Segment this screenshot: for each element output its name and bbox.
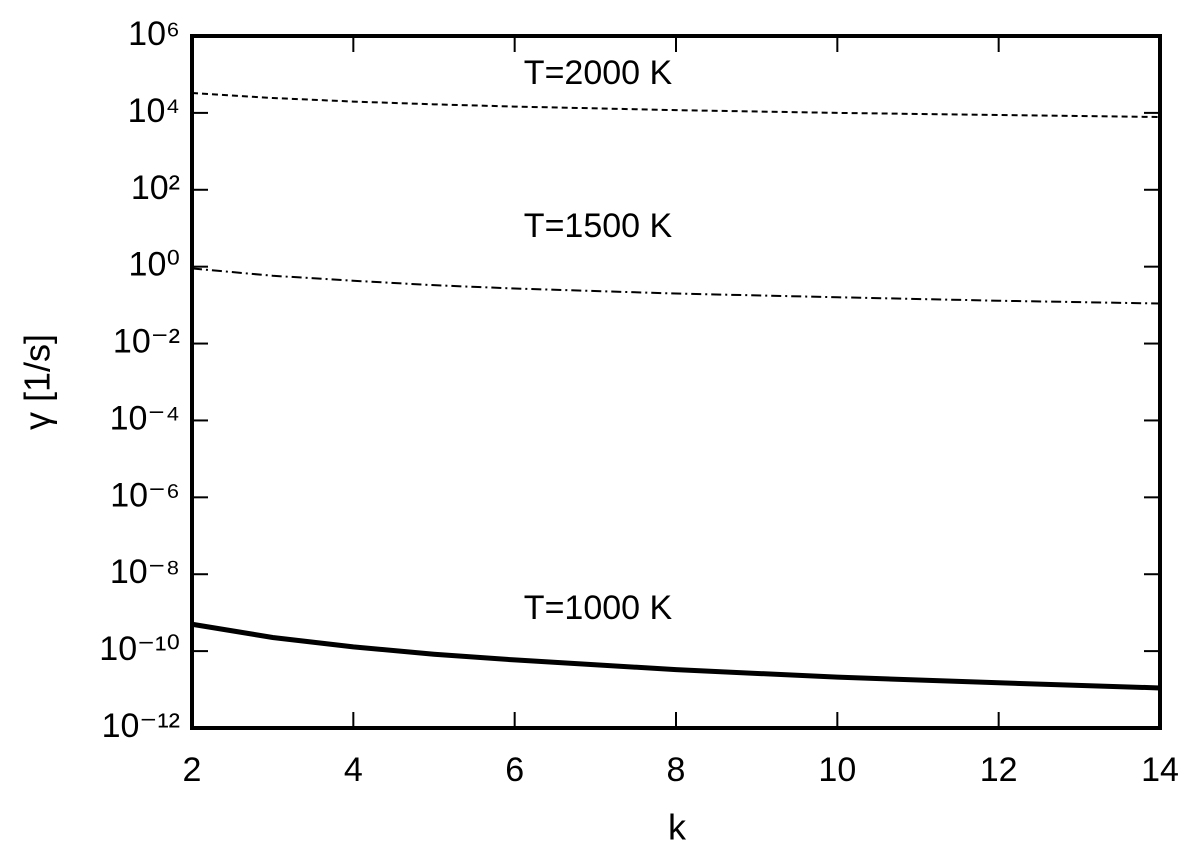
- y-tick-label: 10⁻¹²: [102, 707, 180, 745]
- series-label: T=1500 K: [524, 207, 673, 245]
- y-tick-label: 10⁻²: [113, 323, 180, 361]
- x-tick-label: 2: [183, 751, 202, 789]
- y-tick-label: 10⁶: [128, 15, 180, 53]
- y-tick-label: 10⁴: [128, 92, 180, 130]
- series-line: [191, 267, 1161, 305]
- series-line: [191, 621, 1161, 691]
- x-tick-label: 6: [505, 751, 524, 789]
- x-tick-label: 8: [667, 751, 686, 789]
- series-label: T=2000 K: [524, 54, 673, 92]
- plot-frame: [190, 34, 1162, 730]
- x-tick-label: 14: [1141, 751, 1179, 789]
- x-axis-title: k: [668, 807, 687, 848]
- y-tick-label: 10⁰: [129, 246, 180, 284]
- y-axis-title: γ [1/s]: [17, 334, 58, 430]
- x-tick-label: 10: [818, 751, 856, 789]
- y-tick-label: 10⁻⁶: [110, 476, 180, 514]
- series-line: [191, 91, 1161, 119]
- y-tick-label: 10⁻⁸: [110, 553, 180, 591]
- y-tick-label: 10⁻⁴: [110, 399, 180, 437]
- y-tick-label: 10⁻¹⁰: [99, 630, 180, 668]
- x-tick-label: 12: [980, 751, 1018, 789]
- y-tick-label: 10²: [131, 169, 180, 207]
- series-label: T=1000 K: [524, 589, 673, 627]
- x-tick-label: 4: [344, 751, 363, 789]
